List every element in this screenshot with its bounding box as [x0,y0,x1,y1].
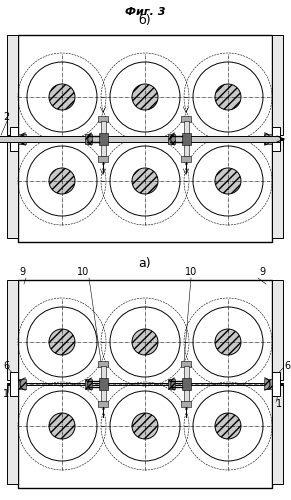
Circle shape [110,62,180,132]
Circle shape [193,146,263,216]
Text: 2: 2 [3,112,9,122]
Bar [182,378,191,390]
Text: 9: 9 [259,267,265,277]
Bar [168,134,175,144]
Text: 1: 1 [276,399,282,409]
Bar [264,379,272,389]
Circle shape [132,413,158,439]
Bar [18,379,26,389]
Bar [7,384,18,484]
Text: Фиг. 3: Фиг. 3 [125,7,165,17]
Circle shape [193,391,263,461]
Bar [99,133,108,145]
Text: 10: 10 [77,267,89,277]
Bar [182,133,191,145]
Circle shape [27,146,97,216]
Circle shape [215,329,241,355]
Bar [272,139,283,238]
Circle shape [49,413,75,439]
Circle shape [110,146,180,216]
Circle shape [132,84,158,110]
Bar [272,372,280,396]
Bar [272,35,283,135]
Bar [10,372,18,396]
Bar [272,280,283,380]
Bar [98,156,108,162]
Bar [0,136,280,142]
Text: 6: 6 [284,361,290,371]
Bar [85,134,92,144]
Text: б): б) [139,14,151,27]
Bar [98,401,108,407]
Circle shape [215,168,241,194]
Text: а): а) [139,257,151,270]
Circle shape [27,391,97,461]
Bar [18,280,272,488]
Bar [272,127,280,151]
Bar [85,379,92,389]
Circle shape [27,62,97,132]
Text: 10: 10 [185,267,197,277]
Text: 6: 6 [3,361,9,371]
Circle shape [193,307,263,377]
Bar [18,35,272,242]
Circle shape [49,168,75,194]
Bar [7,280,18,380]
Bar [99,378,108,390]
Bar [7,139,18,238]
Bar [168,379,175,389]
Bar [10,127,18,151]
Bar [98,361,108,367]
Bar [181,361,191,367]
Bar [18,134,26,144]
Bar [181,401,191,407]
Circle shape [132,329,158,355]
Circle shape [215,84,241,110]
Bar [272,384,283,484]
Bar [264,134,272,144]
Circle shape [49,329,75,355]
Circle shape [132,168,158,194]
Bar [7,35,18,135]
Circle shape [193,62,263,132]
Circle shape [27,307,97,377]
Bar [181,116,191,122]
Bar [98,116,108,122]
Bar [101,121,106,156]
Text: 1: 1 [3,389,9,399]
Text: 9: 9 [19,267,25,277]
Circle shape [110,307,180,377]
Bar [181,156,191,162]
Circle shape [215,413,241,439]
Bar [101,366,106,401]
Circle shape [49,84,75,110]
Bar [184,121,189,156]
Circle shape [110,391,180,461]
Bar [184,366,189,401]
